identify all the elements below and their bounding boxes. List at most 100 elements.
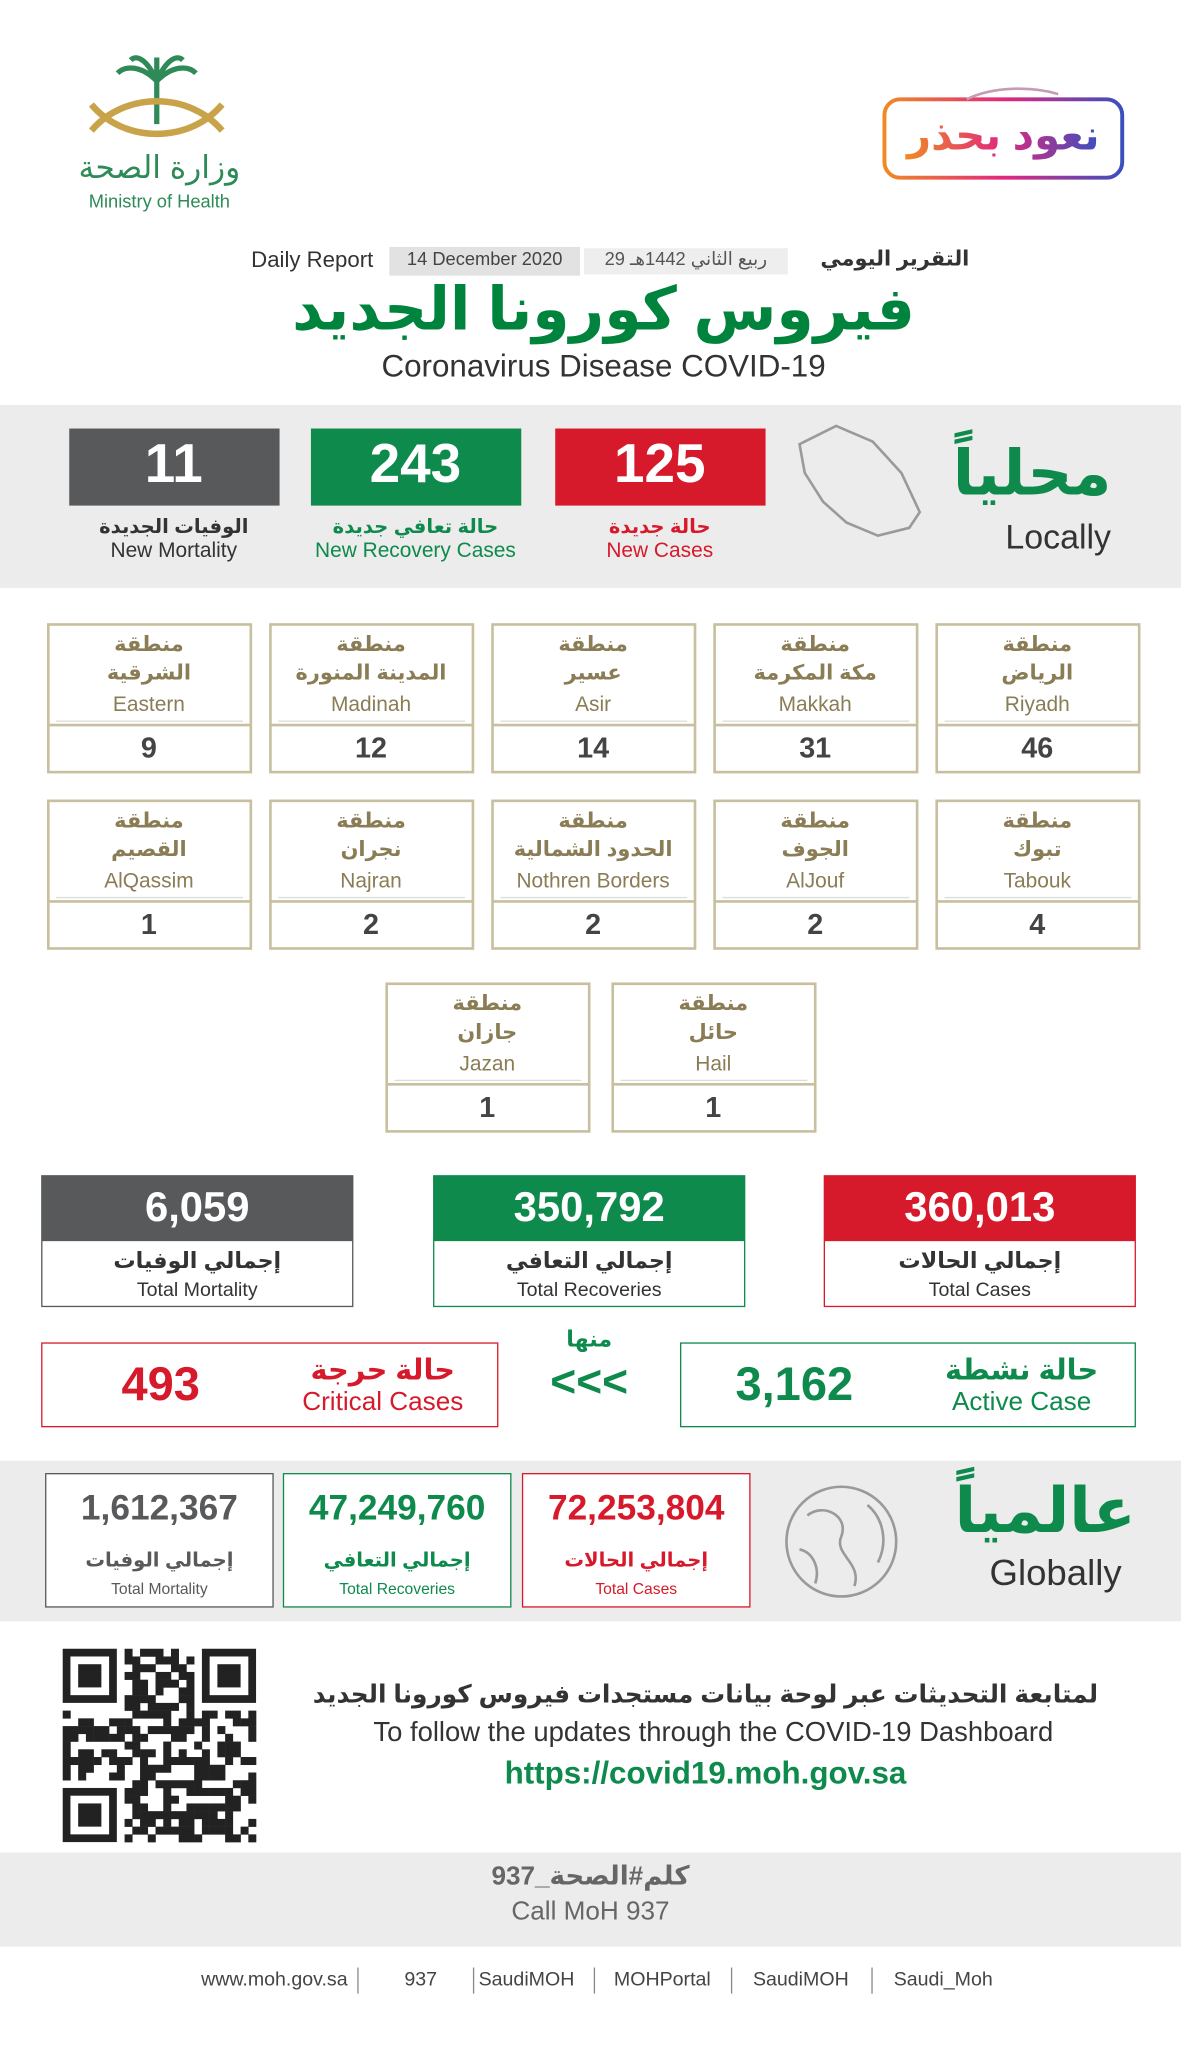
qr-cell	[124, 1695, 133, 1704]
qr-cell	[201, 1726, 210, 1735]
report-arabic: التقرير اليومي	[820, 248, 969, 271]
qr-cell	[132, 1826, 141, 1835]
qr-finder	[62, 1648, 117, 1703]
total-header	[433, 1175, 745, 1242]
region-name-english: AlQassim	[104, 869, 193, 892]
qr-cell	[155, 1726, 164, 1735]
qr-cell	[163, 1795, 172, 1804]
region-name-arabic: حائل	[689, 1021, 738, 1044]
qr-cell	[186, 1695, 195, 1704]
region-name-arabic: الجوف	[781, 838, 848, 861]
region-name-english: Eastern	[113, 693, 185, 716]
total-label-arabic: إجمالي التعافي	[506, 1248, 673, 1274]
region-name-english: Riyadh	[1005, 693, 1070, 716]
qr-cell	[124, 1741, 133, 1750]
slogan-frame	[882, 97, 1125, 180]
qr-cell	[170, 1679, 179, 1688]
qr-cell	[178, 1671, 187, 1680]
qr-cell	[170, 1733, 179, 1742]
qr-cell	[225, 1818, 234, 1827]
qr-cell	[201, 1787, 210, 1796]
region-box	[713, 799, 919, 950]
region-box	[491, 799, 697, 950]
qr-cell	[140, 1695, 149, 1704]
qr-cell	[240, 1787, 249, 1796]
region-prefix: منطقة	[1003, 809, 1073, 832]
qr-cell	[186, 1710, 195, 1719]
qr-cell	[201, 1772, 210, 1781]
qr-cell	[201, 1811, 210, 1820]
qr-cell	[85, 1749, 94, 1758]
qr-cell	[225, 1811, 234, 1820]
qr-cell	[132, 1679, 141, 1688]
local-stat-box	[310, 428, 522, 506]
qr-cell	[124, 1702, 133, 1711]
qr-cell	[147, 1772, 156, 1781]
qr-cell	[217, 1764, 226, 1773]
qr-cell	[124, 1656, 133, 1665]
qr-cell	[232, 1718, 241, 1727]
qr-cell	[225, 1757, 234, 1766]
qr-cell	[209, 1818, 218, 1827]
qr-cell	[132, 1702, 141, 1711]
qr-cell	[132, 1787, 141, 1796]
qr-cell	[178, 1757, 187, 1766]
qr-cell	[109, 1749, 118, 1758]
qr-cell	[248, 1733, 257, 1742]
call-arabic: كلم#الصحة_937	[491, 1860, 690, 1890]
region-prefix: منطقة	[114, 633, 184, 656]
qr-cell	[163, 1826, 172, 1835]
local-stat-value: 243	[370, 432, 462, 494]
qr-cell	[178, 1687, 187, 1696]
qr-cell	[201, 1818, 210, 1827]
qr-cell	[163, 1702, 172, 1711]
qr-cell	[85, 1718, 94, 1727]
qr-cell	[232, 1741, 241, 1750]
qr-cell	[124, 1671, 133, 1680]
qr-cell	[101, 1726, 110, 1735]
qr-cell	[209, 1803, 218, 1812]
region-name-arabic: نجران	[341, 838, 402, 861]
local-stat-label-english: New Recovery Cases	[315, 539, 516, 562]
qr-cell	[147, 1811, 156, 1820]
global-stat-label-arabic: إجمالي الحالات	[564, 1549, 708, 1571]
qr-cell	[140, 1780, 149, 1789]
total-header	[824, 1175, 1136, 1242]
qr-cell	[186, 1687, 195, 1696]
qr-cell	[155, 1648, 164, 1657]
qr-cell	[132, 1749, 141, 1758]
region-name-english: Makkah	[779, 693, 852, 716]
total-label-english: Total Cases	[929, 1279, 1031, 1301]
call-band	[0, 1852, 1181, 1947]
region-box	[611, 982, 817, 1133]
total-label-english: Total Mortality	[137, 1279, 258, 1301]
local-stat-label-english: New Cases	[606, 539, 713, 562]
qr-cell	[201, 1757, 210, 1766]
qr-cell	[124, 1648, 133, 1657]
global-stat-value: 47,249,760	[309, 1489, 486, 1528]
qr-cell	[225, 1826, 234, 1835]
qr-cell	[225, 1803, 234, 1812]
qr-cell	[194, 1718, 203, 1727]
qr-cell	[186, 1780, 195, 1789]
qr-cell	[140, 1764, 149, 1773]
total-label-english: Total Recoveries	[517, 1279, 662, 1301]
region-name-english: Nothren Borders	[516, 869, 669, 892]
region-box	[491, 623, 697, 774]
qr-cell	[217, 1741, 226, 1750]
qr-cell	[240, 1757, 249, 1766]
local-label-english: Locally	[1005, 519, 1111, 557]
ministry-logo	[88, 55, 225, 138]
qr-cell	[170, 1811, 179, 1820]
qr-cell	[217, 1803, 226, 1812]
qr-cell	[178, 1834, 187, 1843]
region-box	[269, 623, 475, 774]
qr-cell	[178, 1818, 187, 1827]
region-value: 4	[1029, 909, 1045, 941]
qr-cell	[248, 1772, 257, 1781]
qr-cell	[186, 1679, 195, 1688]
qr-cell	[85, 1757, 94, 1766]
region-value: 31	[799, 732, 831, 764]
qr-cell	[116, 1757, 125, 1766]
